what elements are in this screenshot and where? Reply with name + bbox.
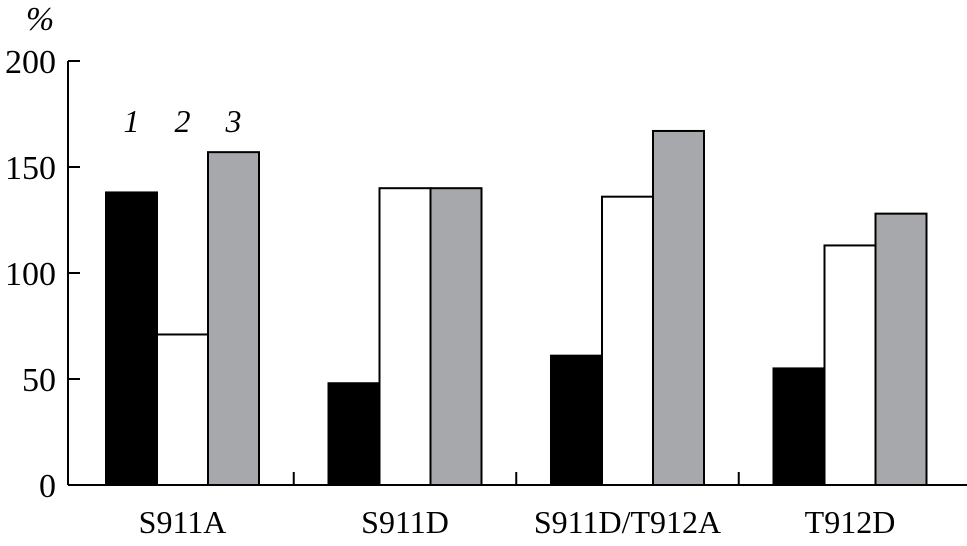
legend-label-series-2: 2 [175, 103, 191, 139]
bar-s911a-series-1 [105, 191, 158, 486]
bar-s911d-series-2 [378, 187, 432, 486]
bar-s911d-series-3 [429, 187, 483, 486]
bar-s911d-t912a-series-3 [652, 129, 705, 487]
y-tick-label: 50 [22, 362, 56, 399]
bar-t912d-series-3 [874, 212, 928, 486]
x-tick-label: S911D/T912A [534, 504, 721, 540]
x-tick-label: S911D [361, 504, 449, 540]
y-tick-label: 0 [39, 468, 56, 505]
bar-s911a-series-2 [156, 333, 209, 487]
bar-s911a-series-3 [207, 151, 260, 486]
x-tick-label: T912D [805, 504, 896, 540]
y-tick-label: 100 [5, 256, 56, 293]
bar-s911d-t912a-series-2 [601, 195, 654, 486]
bar-t912d-series-1 [772, 367, 826, 486]
bar-t912d-series-2 [823, 244, 877, 486]
y-tick-label: 150 [5, 150, 56, 187]
bar-s911d-series-1 [327, 382, 381, 486]
legend-label-series-1: 1 [124, 103, 140, 139]
y-tick-label: 200 [5, 44, 56, 81]
x-tick-label: S911A [139, 504, 227, 540]
bar-s911d-t912a-series-1 [550, 354, 603, 486]
y-axis-label: % [26, 1, 54, 38]
legend-label-series-3: 3 [225, 103, 242, 139]
